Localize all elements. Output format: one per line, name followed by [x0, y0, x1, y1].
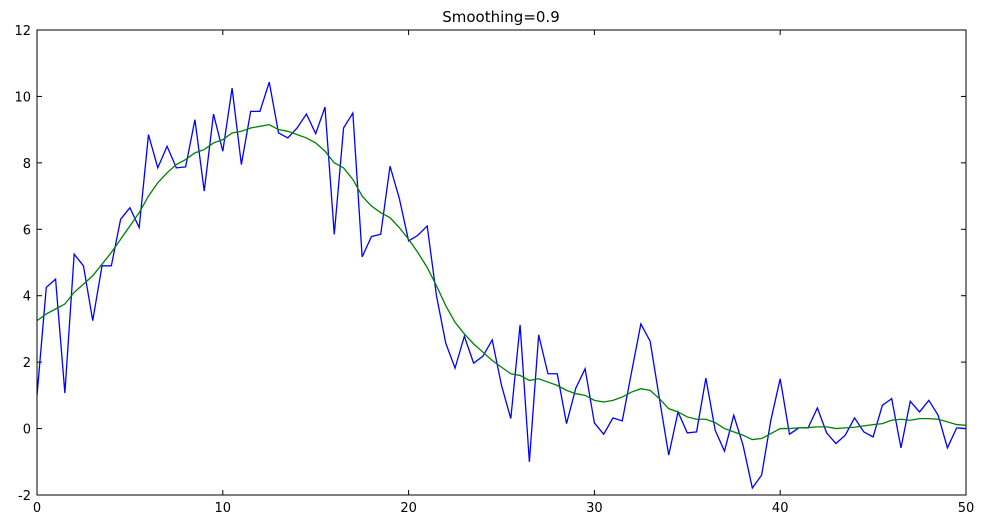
- x-tick-label: 50: [958, 501, 975, 516]
- y-tick-label: -2: [18, 489, 31, 504]
- y-tick-label: 4: [23, 290, 31, 305]
- y-tick-label: 2: [23, 356, 31, 371]
- x-tick-label: 40: [772, 501, 789, 516]
- x-tick-label: 30: [586, 501, 603, 516]
- y-tick-label: 8: [23, 157, 31, 172]
- x-tick-label: 20: [400, 501, 417, 516]
- data-line: [36, 123, 967, 441]
- plot-frame: [36, 29, 967, 496]
- chart-title: Smoothing=0.9: [442, 8, 560, 26]
- x-tick-label: 10: [215, 501, 232, 516]
- data-line: [36, 81, 967, 490]
- y-tick-label: 0: [23, 423, 31, 438]
- x-tick-label: 0: [33, 501, 41, 516]
- y-tick-label: 6: [23, 223, 31, 238]
- y-tick-label: 12: [14, 24, 31, 39]
- y-tick-label: 10: [14, 90, 31, 105]
